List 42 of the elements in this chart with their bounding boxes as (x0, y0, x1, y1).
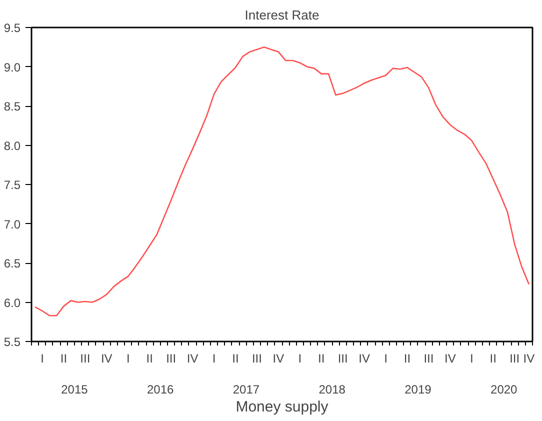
x-tick-label: I (298, 352, 302, 366)
y-tick-label: 8.5 (4, 100, 21, 114)
x-tick-label: IV (523, 352, 535, 366)
x-tick-label: IV (272, 352, 284, 366)
text: 2017 (232, 382, 260, 396)
x-axis-title: Money supply (236, 398, 329, 416)
x-tick-label: IV (444, 352, 456, 366)
x-tick-label: III (510, 352, 520, 366)
y-tick-label: 8.0 (4, 138, 21, 153)
y-tick-label: 7.0 (4, 217, 21, 232)
text: 2016 (146, 382, 174, 396)
x-tick-label: IV (358, 352, 370, 366)
x-tick-label: I (40, 352, 44, 366)
text: 2018 (318, 382, 346, 396)
x-tick-label: III (166, 352, 176, 366)
y-tick-label: 5.5 (4, 335, 21, 349)
y-tick-label: 6.0 (4, 296, 21, 310)
x-tick-label: I (384, 352, 388, 366)
x-tick-label: III (424, 352, 434, 366)
y-tick-label: 9.0 (4, 60, 21, 74)
x-tick-label: IV (186, 352, 198, 366)
x-tick-label: I (212, 352, 216, 366)
x-tick-label: II (318, 352, 325, 366)
text: 2020 (490, 382, 518, 396)
text: 2019 (404, 382, 432, 396)
x-tick-label: II (404, 352, 411, 366)
y-tick-label: 7.5 (4, 178, 21, 192)
y-tick-label: 6.5 (4, 256, 21, 270)
x-tick-label: III (80, 352, 90, 366)
x-tick-label: IV (100, 352, 112, 366)
y-tick-label: 9.5 (4, 21, 21, 35)
x-tick-label: II (232, 352, 239, 366)
text: 2015 (61, 382, 88, 396)
x-tick-label: III (338, 352, 348, 366)
x-tick-label: III (252, 352, 262, 366)
line-series (34, 46, 530, 316)
x-tick-label: II (490, 352, 496, 366)
chart-title: Interest Rate (244, 8, 320, 22)
x-tick-label: II (60, 352, 68, 366)
x-tick-label: I (470, 352, 474, 366)
x-tick-label: I (126, 352, 130, 366)
x-tick-label: II (146, 352, 153, 366)
